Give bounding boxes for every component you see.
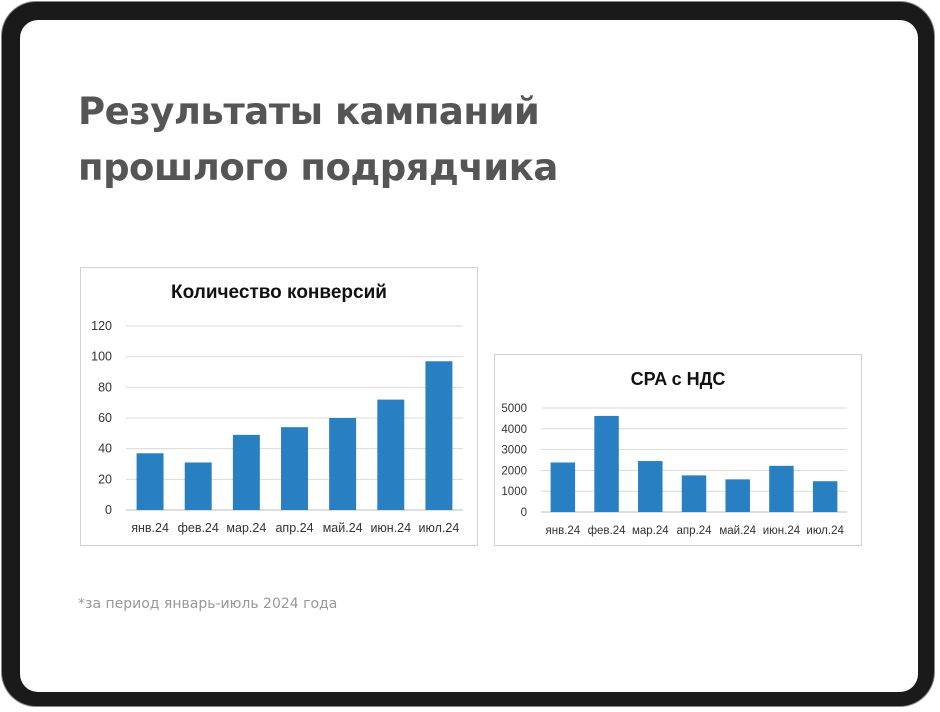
- footnote: *за период январь-июль 2024 года: [78, 596, 338, 612]
- x-tick-label: июн.24: [763, 525, 801, 537]
- chart-title: Количество конверсий: [171, 282, 387, 303]
- bar: [769, 465, 794, 512]
- y-tick-label: 80: [98, 380, 112, 394]
- y-tick-label: 5000: [501, 403, 527, 415]
- bar: [681, 475, 707, 512]
- chart-plot: 0 20 40 60 80 100 120 янв.24 фев.24 мар.24 апр.24 м…: [91, 319, 463, 535]
- bar: [377, 399, 405, 510]
- bar: [184, 462, 212, 510]
- x-tick-label: мар.24: [226, 521, 266, 535]
- x-tick-label: июл.24: [806, 525, 844, 537]
- bar: [425, 361, 453, 510]
- bar: [594, 415, 619, 512]
- y-tick-label: 0: [105, 503, 112, 517]
- x-tick-label: мар.24: [632, 525, 669, 537]
- bar: [136, 453, 164, 510]
- y-tick-label: 100: [91, 350, 112, 364]
- page-title: Результаты кампаний прошлого подрядчика: [78, 90, 558, 189]
- bar: [281, 427, 308, 510]
- x-tick-label: фев.24: [178, 521, 219, 535]
- x-tick-label: апр.24: [275, 521, 313, 535]
- y-tick-label: 40: [98, 442, 112, 456]
- chart-plot: 0 1000 2000 3000 4000 5000 янв.24 фев.24 мар.24 а…: [501, 403, 847, 537]
- x-tick-label: май.24: [719, 525, 756, 537]
- y-tick-label: 1000: [501, 486, 527, 498]
- x-tick-label: май.24: [323, 521, 363, 535]
- x-tick-label: янв.24: [546, 525, 581, 537]
- x-tick-label: фев.24: [588, 525, 627, 537]
- x-tick-label: апр.24: [676, 525, 712, 537]
- y-tick-label: 2000: [501, 465, 527, 477]
- y-tick-label: 120: [91, 319, 112, 333]
- y-tick-label: 3000: [501, 445, 527, 457]
- bar: [725, 479, 750, 512]
- bar: [550, 462, 576, 512]
- y-tick-label: 0: [521, 507, 527, 519]
- chart-title: CPA с НДС: [630, 369, 726, 389]
- bar: [329, 418, 357, 510]
- bar: [232, 434, 260, 510]
- bar: [812, 481, 838, 512]
- y-tick-label: 4000: [501, 424, 527, 436]
- y-tick-label: 20: [98, 472, 112, 486]
- bar: [638, 461, 663, 512]
- chart-cpa: CPA с НДС 0 1000 2000 3000 4000 5000 янв.24 фев…: [494, 354, 862, 546]
- x-tick-label: янв.24: [131, 521, 169, 535]
- x-tick-label: июн.24: [370, 521, 411, 535]
- y-tick-label: 60: [98, 411, 112, 425]
- x-tick-label: июл.24: [419, 521, 460, 535]
- chart-conversions: Количество конверсий 0 20 40 60 80 100 120 янв.…: [80, 267, 478, 546]
